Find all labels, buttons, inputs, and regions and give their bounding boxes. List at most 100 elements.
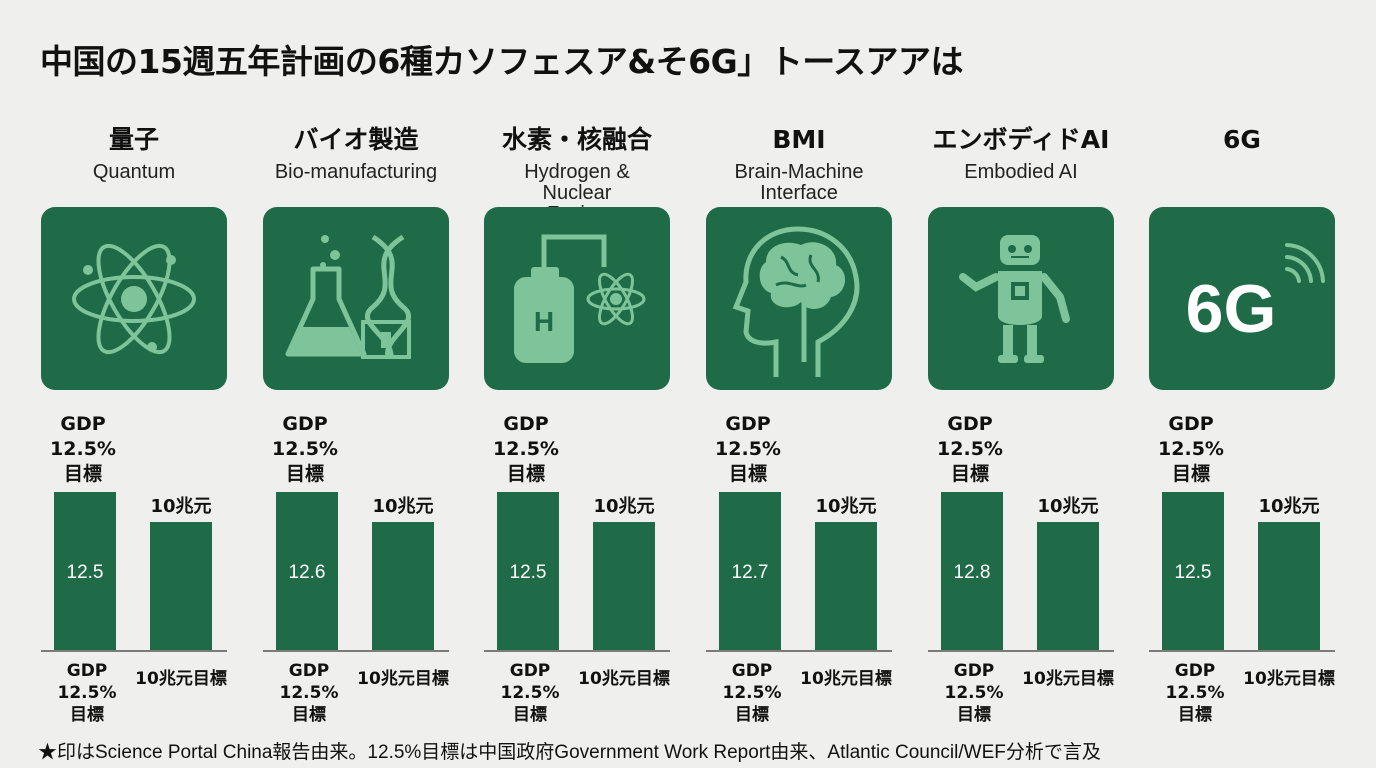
- bar-value-label: 12.7: [732, 562, 769, 583]
- category-name-ja: BMI: [772, 125, 826, 154]
- x-axis-label-gdp-line: 12.5%: [57, 683, 117, 703]
- x-axis-label-gdp-line: GDP: [953, 661, 995, 681]
- trillion-yuan-bar: [372, 522, 434, 650]
- x-axis-label-gdp-line: 目標: [70, 705, 104, 725]
- bar-chart: 12.5 10兆元: [484, 492, 670, 652]
- category-icon-tile: [263, 207, 449, 390]
- gdp-target-label: GDP 12.5% 目標: [41, 412, 125, 487]
- gdp-target-label-line: 目標: [506, 463, 545, 485]
- x-axis-label-gdp-line: 目標: [292, 705, 326, 725]
- category-name-ja: 6G: [1223, 125, 1261, 154]
- bar-value-label: 12.6: [289, 562, 326, 583]
- bar-chart: 12.7 10兆元: [706, 492, 892, 652]
- x-axis-label-trillion-yuan: 10兆元目標: [800, 669, 892, 689]
- gdp-target-label-line: 12.5%: [493, 438, 559, 460]
- x-axis-label-trillion-yuan: 10兆元目標: [578, 669, 670, 689]
- bar-value-label: 12.5: [67, 562, 104, 583]
- category-column: BMI Brain-Machine Interface GDP 12.5% 目標 12.…: [706, 118, 906, 728]
- gdp-target-label-line: 12.5%: [1158, 438, 1224, 460]
- x-axis-label-trillion-yuan: 10兆元目標: [1022, 669, 1114, 689]
- gdp-target-label-line: GDP: [503, 413, 549, 435]
- x-axis-label-gdp: GDP 12.5% 目標: [488, 660, 572, 726]
- gdp-target-label-line: 目標: [728, 463, 767, 485]
- category-icon-tile: [928, 207, 1114, 390]
- gdp-target-label-line: GDP: [947, 413, 993, 435]
- x-axis-label-gdp-line: GDP: [288, 661, 330, 681]
- bar-chart: 12.8 10兆元: [928, 492, 1114, 652]
- x-axis-label-trillion-yuan: 10兆元目標: [135, 669, 227, 689]
- x-axis-label-trillion-yuan: 10兆元目標: [1243, 669, 1335, 689]
- x-axis-label-gdp-line: 目標: [1178, 705, 1212, 725]
- x-axis-label-gdp: GDP 12.5% 目標: [932, 660, 1016, 726]
- gdp-target-label: GDP 12.5% 目標: [706, 412, 790, 487]
- bar-chart: 12.5 10兆元: [1149, 492, 1335, 652]
- category-column: 6G 6G GDP 12.5% 目標 12.5 10兆元 GDP 12.5% 目標 10兆元目標: [1149, 118, 1349, 728]
- category-column: エンボディドAI Embodied AI GDP 12.5% 目標 12.8 10兆元 GD…: [928, 118, 1128, 728]
- gdp-target-label-line: 12.5%: [50, 438, 116, 460]
- category-name-ja: エンボディドAI: [932, 125, 1110, 154]
- trillion-yuan-bar: [150, 522, 212, 650]
- gdp-target-label-line: 目標: [63, 463, 102, 485]
- x-axis-label-gdp-line: 目標: [735, 705, 769, 725]
- category-icon-tile: H: [484, 207, 670, 390]
- gdp-target-bar: [1162, 492, 1224, 650]
- trillion-yuan-bar: [593, 522, 655, 650]
- trillion-yuan-bar-label: 10兆元: [1037, 496, 1098, 517]
- x-axis-label-gdp-line: GDP: [509, 661, 551, 681]
- gdp-target-label-line: GDP: [60, 413, 106, 435]
- gdp-target-label-line: GDP: [1168, 413, 1214, 435]
- gdp-target-label-line: 目標: [1171, 463, 1210, 485]
- x-axis-label-gdp-line: 12.5%: [500, 683, 560, 703]
- gdp-target-label: GDP 12.5% 目標: [484, 412, 568, 487]
- svg-text:6G: 6G: [1186, 271, 1277, 347]
- gdp-target-label: GDP 12.5% 目標: [263, 412, 347, 487]
- category-name-en: Embodied AI: [964, 161, 1078, 183]
- bar-value-label: 12.8: [954, 562, 991, 583]
- x-axis-label-gdp-line: GDP: [1174, 661, 1216, 681]
- category-name-en: Quantum: [92, 161, 176, 183]
- gdp-target-bar: [497, 492, 559, 650]
- x-axis-label-gdp: GDP 12.5% 目標: [45, 660, 129, 726]
- category-icon-tile: [41, 207, 227, 390]
- category-name-en: Brain-Machine Interface: [734, 161, 864, 204]
- trillion-yuan-bar-label: 10兆元: [1258, 496, 1319, 517]
- category-name-en: Bio-manufacturing: [274, 161, 438, 183]
- trillion-yuan-bar: [815, 522, 877, 650]
- category-icon-tile: 6G: [1149, 207, 1335, 390]
- gdp-target-label-line: 目標: [285, 463, 324, 485]
- trillion-yuan-bar-label: 10兆元: [150, 496, 211, 517]
- x-axis-label-gdp-line: 12.5%: [279, 683, 339, 703]
- x-axis-label-gdp: GDP 12.5% 目標: [267, 660, 351, 726]
- trillion-yuan-bar-label: 10兆元: [372, 496, 433, 517]
- x-axis-label-gdp-line: 目標: [957, 705, 991, 725]
- x-axis-label-gdp-line: 目標: [513, 705, 547, 725]
- category-icon-tile: [706, 207, 892, 390]
- gdp-target-label-line: 12.5%: [272, 438, 338, 460]
- footnote: ★印はScience Portal China報告由来。12.5%目標は中国政府…: [38, 742, 1101, 763]
- gdp-target-label-line: GDP: [725, 413, 771, 435]
- trillion-yuan-bar-label: 10兆元: [593, 496, 654, 517]
- gdp-target-label-line: 12.5%: [715, 438, 781, 460]
- trillion-yuan-bar: [1258, 522, 1320, 650]
- svg-text:H: H: [534, 306, 554, 337]
- gdp-target-bar: [941, 492, 1003, 650]
- bar-value-label: 12.5: [1175, 562, 1212, 583]
- trillion-yuan-bar: [1037, 522, 1099, 650]
- x-axis-label-gdp-line: 12.5%: [1165, 683, 1225, 703]
- gdp-target-label: GDP 12.5% 目標: [928, 412, 1012, 487]
- x-axis-label-gdp-line: GDP: [731, 661, 773, 681]
- gdp-target-bar: [719, 492, 781, 650]
- page-title: 中国の15週五年計画の6種カソフェスア&そ6G」トースアアは: [40, 42, 964, 81]
- x-axis-label-gdp: GDP 12.5% 目標: [1153, 660, 1237, 726]
- category-name-ja: バイオ製造: [293, 125, 419, 154]
- bar-value-label: 12.5: [510, 562, 547, 583]
- gdp-target-bar: [276, 492, 338, 650]
- category-column: 量子 Quantum GDP 12.5% 目標 12.5 10兆元 GDP 12.5% 目標 10…: [41, 118, 241, 728]
- category-column: バイオ製造 Bio-manufacturing GDP 12.5% 目標 12.6 10兆…: [263, 118, 463, 728]
- x-axis-label-gdp-line: 12.5%: [944, 683, 1004, 703]
- bar-chart: 12.5 10兆元: [41, 492, 227, 652]
- category-name-ja: 水素・核融合: [501, 125, 652, 154]
- x-axis-label-gdp-line: 12.5%: [722, 683, 782, 703]
- gdp-target-label-line: 目標: [950, 463, 989, 485]
